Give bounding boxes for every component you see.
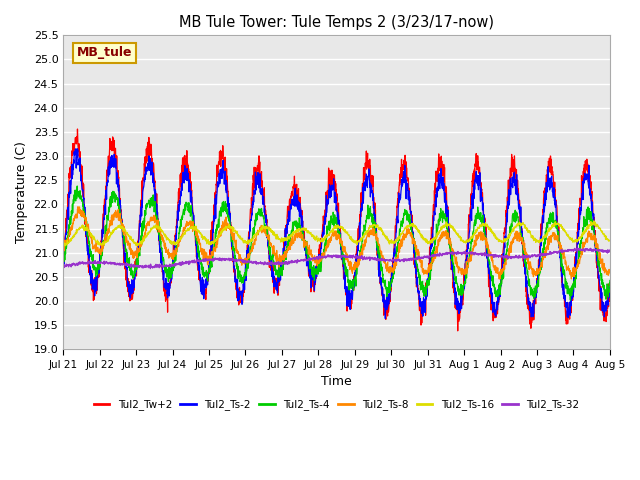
Title: MB Tule Tower: Tule Temps 2 (3/23/17-now): MB Tule Tower: Tule Temps 2 (3/23/17-now… <box>179 15 494 30</box>
Y-axis label: Temperature (C): Temperature (C) <box>15 142 28 243</box>
Text: MB_tule: MB_tule <box>77 47 132 60</box>
X-axis label: Time: Time <box>321 375 352 388</box>
Legend: Tul2_Tw+2, Tul2_Ts-2, Tul2_Ts-4, Tul2_Ts-8, Tul2_Ts-16, Tul2_Ts-32: Tul2_Tw+2, Tul2_Ts-2, Tul2_Ts-4, Tul2_Ts… <box>90 396 584 415</box>
